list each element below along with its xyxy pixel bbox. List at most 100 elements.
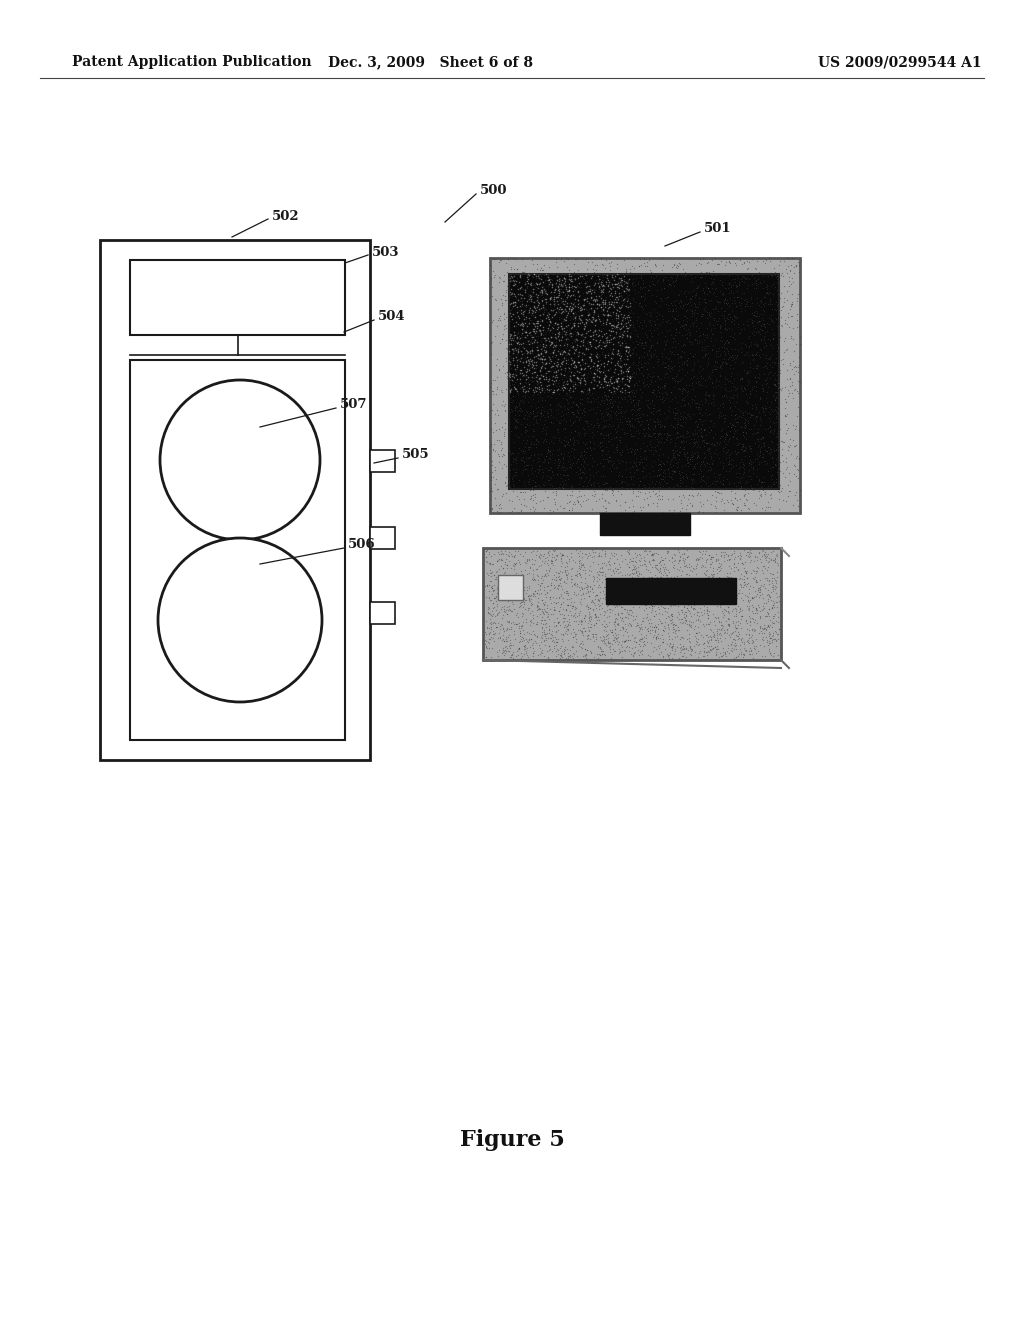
- Point: [676, 487, 692, 508]
- Point: [553, 594, 569, 615]
- Point: [726, 561, 742, 582]
- Point: [744, 350, 761, 371]
- Point: [625, 288, 641, 309]
- Point: [567, 628, 584, 649]
- Point: [626, 480, 642, 502]
- Point: [707, 579, 723, 601]
- Point: [504, 284, 520, 305]
- Point: [522, 498, 539, 519]
- Point: [575, 329, 592, 350]
- Bar: [370, 602, 395, 624]
- Point: [721, 429, 737, 450]
- Point: [694, 304, 711, 325]
- Point: [537, 614, 553, 635]
- Point: [752, 444, 768, 465]
- Point: [535, 417, 551, 438]
- Point: [504, 500, 520, 521]
- Point: [605, 624, 622, 645]
- Point: [597, 329, 613, 350]
- Point: [749, 628, 765, 649]
- Point: [783, 284, 800, 305]
- Point: [588, 371, 604, 392]
- Point: [578, 383, 594, 404]
- Point: [586, 279, 602, 300]
- Text: Patent Application Publication: Patent Application Publication: [72, 55, 311, 69]
- Point: [515, 279, 531, 300]
- Point: [792, 326, 808, 347]
- Point: [674, 544, 690, 565]
- Point: [543, 379, 559, 400]
- Point: [741, 345, 758, 366]
- Point: [646, 319, 663, 341]
- Point: [666, 644, 682, 665]
- Point: [544, 327, 560, 348]
- Point: [669, 474, 685, 495]
- Point: [557, 558, 573, 579]
- Point: [531, 583, 548, 605]
- Point: [571, 545, 588, 566]
- Point: [680, 599, 696, 620]
- Point: [690, 413, 707, 434]
- Point: [496, 309, 512, 330]
- Point: [584, 297, 600, 318]
- Point: [614, 603, 631, 624]
- Point: [699, 631, 716, 652]
- Point: [562, 355, 579, 376]
- Point: [583, 284, 599, 305]
- Point: [681, 628, 697, 649]
- Point: [496, 453, 512, 474]
- Point: [597, 586, 613, 607]
- Point: [724, 640, 740, 661]
- Point: [622, 370, 638, 391]
- Point: [748, 275, 764, 296]
- Point: [605, 315, 622, 337]
- Point: [782, 428, 799, 449]
- Point: [630, 272, 646, 293]
- Point: [601, 602, 617, 623]
- Point: [667, 376, 683, 397]
- Point: [603, 352, 620, 374]
- Point: [582, 565, 598, 586]
- Point: [522, 326, 539, 347]
- Point: [614, 381, 631, 403]
- Point: [702, 458, 719, 479]
- Point: [760, 590, 776, 611]
- Point: [637, 284, 653, 305]
- Point: [614, 640, 631, 661]
- Point: [586, 486, 602, 507]
- Point: [537, 348, 553, 370]
- Point: [748, 393, 764, 414]
- Point: [720, 292, 736, 313]
- Point: [601, 388, 617, 409]
- Point: [517, 482, 534, 503]
- Point: [565, 605, 582, 626]
- Point: [730, 610, 746, 631]
- Point: [673, 639, 689, 660]
- Point: [536, 577, 552, 598]
- Point: [526, 345, 543, 366]
- Point: [610, 275, 627, 296]
- Point: [716, 384, 732, 405]
- Point: [597, 632, 613, 653]
- Point: [742, 465, 759, 486]
- Point: [506, 598, 522, 619]
- Point: [675, 259, 691, 280]
- Point: [754, 447, 770, 469]
- Point: [572, 583, 589, 605]
- Point: [574, 400, 591, 421]
- Point: [713, 326, 729, 347]
- Point: [691, 597, 708, 618]
- Point: [740, 453, 757, 474]
- Point: [728, 275, 744, 296]
- Point: [621, 342, 637, 363]
- Point: [659, 582, 676, 603]
- Point: [525, 314, 542, 335]
- Point: [750, 594, 766, 615]
- Point: [745, 319, 762, 341]
- Point: [636, 342, 652, 363]
- Point: [722, 358, 738, 379]
- Point: [516, 384, 532, 405]
- Point: [754, 599, 770, 620]
- Point: [556, 396, 572, 417]
- Point: [510, 412, 526, 433]
